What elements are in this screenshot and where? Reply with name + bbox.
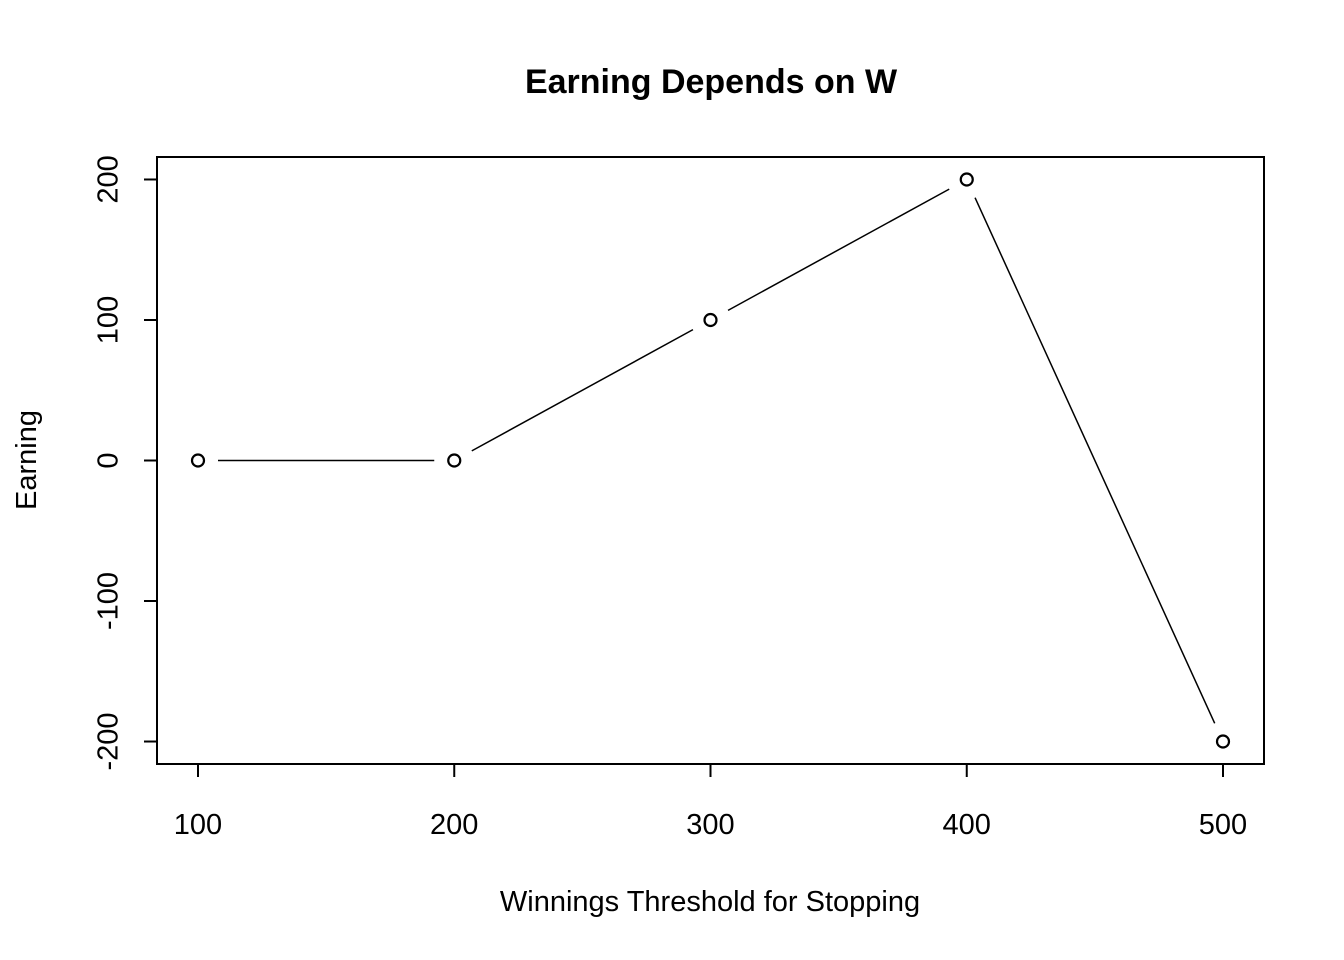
y-tick-label: 200 (93, 155, 125, 203)
y-tick-label: 100 (93, 296, 125, 344)
y-axis: -200 -100 0 100 200 (93, 155, 158, 771)
line-segment (471, 328, 694, 452)
data-point (447, 453, 462, 468)
series-earning (190, 172, 1231, 749)
x-tick-label: 200 (430, 809, 478, 841)
x-tick-label: 400 (943, 809, 991, 841)
chart-title: Earning Depends on W (525, 63, 898, 101)
x-axis: 100 200 300 400 500 (174, 763, 1247, 841)
line-segment (974, 197, 1216, 724)
x-tick-label: 100 (174, 809, 222, 841)
data-point (959, 172, 974, 187)
y-axis-title: Earning (11, 410, 43, 510)
y-tick-label: -200 (93, 712, 125, 770)
data-point (703, 312, 718, 328)
y-tick-label: 0 (93, 452, 125, 468)
data-point (190, 453, 206, 468)
x-tick-label: 300 (686, 809, 734, 841)
data-point (1215, 734, 1231, 749)
x-tick-label: 500 (1199, 809, 1247, 841)
x-axis-title: Winnings Threshold for Stopping (500, 886, 920, 918)
y-tick-label: -100 (93, 572, 125, 630)
line-segment (727, 188, 950, 312)
